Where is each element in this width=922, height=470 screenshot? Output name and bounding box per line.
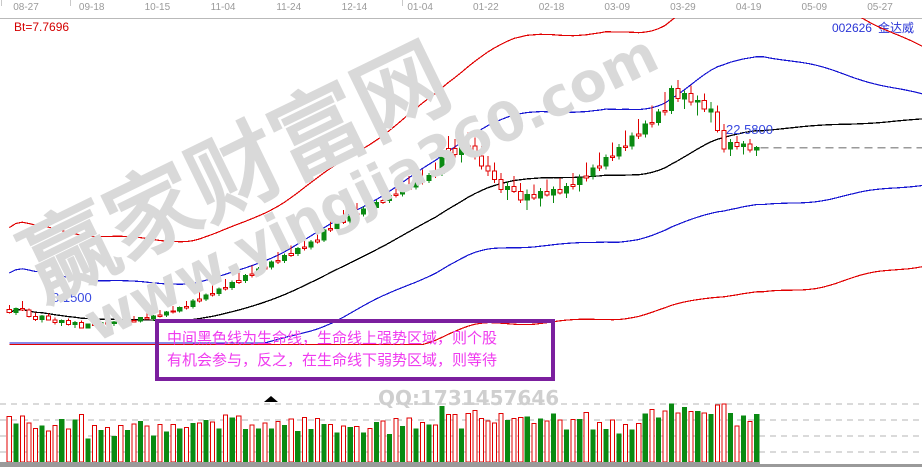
- bt-indicator-label: Bt=7.7696: [14, 20, 70, 34]
- date-axis: 08-27 09-18 10-15 11-04 11-24 12-14 01-04 01-22…: [0, 0, 922, 19]
- price-panel[interactable]: [0, 18, 922, 396]
- volume-marker: [264, 396, 278, 402]
- high-price-tag: 22.5800: [726, 122, 773, 137]
- panel-bottom-border: [0, 464, 922, 467]
- annotation-line-1: 中间黑色线为生命线，生命线上强势区域，则个股: [167, 329, 498, 347]
- price-chart-svg[interactable]: [0, 18, 922, 396]
- date-tick: 12-14: [341, 2, 368, 13]
- date-tick: 08-27: [13, 2, 39, 13]
- axis-separator: [1, 0, 2, 6]
- annotation-box: 中间黑色线为生命线，生命线上强势区域，则个股 有机会参与，反之，在生命线下弱势区…: [155, 319, 555, 381]
- date-tick: 03-29: [670, 2, 696, 13]
- annotation-line-2: 有机会参与，反之，在生命线下弱势区域，则等待: [167, 351, 498, 369]
- date-tick: 03-09: [604, 2, 631, 13]
- date-tick: 01-04: [407, 2, 433, 13]
- volume-panel[interactable]: [0, 396, 922, 466]
- date-tick: 02-18: [538, 2, 565, 13]
- date-tick: 09-18: [78, 2, 105, 13]
- date-tick: 05-27: [867, 2, 893, 13]
- date-tick: 05-09: [801, 2, 828, 13]
- date-tick: 01-22: [473, 2, 499, 13]
- date-tick: 04-19: [735, 2, 762, 13]
- symbol-name: 金达威: [877, 21, 914, 35]
- axis-separator: [402, 0, 403, 6]
- symbol-code: 002626: [831, 21, 872, 35]
- low-price-tag: 8.1500: [52, 290, 92, 305]
- symbol-label: 002626 金达威: [832, 19, 914, 36]
- axis-separator: [70, 0, 71, 6]
- date-tick: 10-15: [144, 2, 171, 13]
- volume-chart-svg[interactable]: [0, 396, 922, 466]
- date-tick: 11-04: [210, 2, 236, 13]
- date-tick: 11-24: [276, 2, 302, 13]
